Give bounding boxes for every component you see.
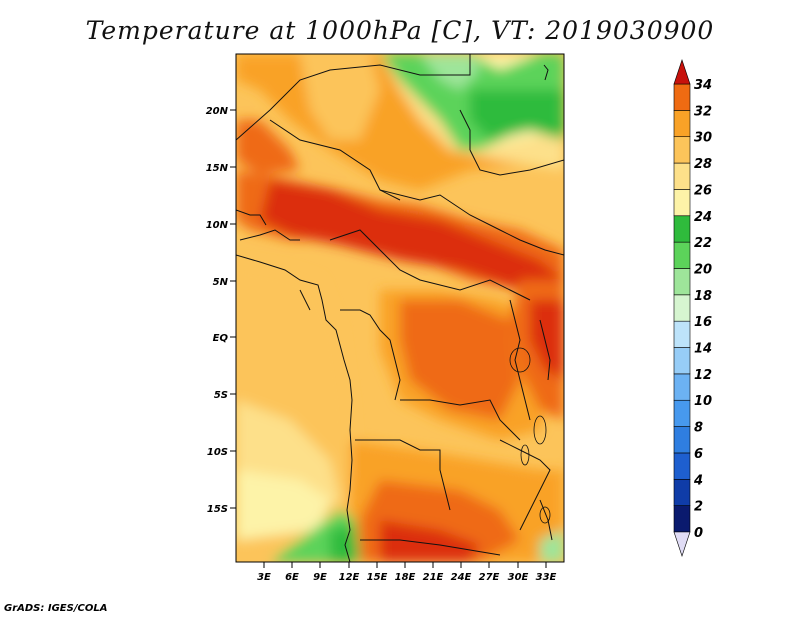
colorbar-label: 14: [694, 342, 712, 357]
colorbar-box: [673, 399, 691, 427]
colorbar-max-arrow: [673, 59, 691, 85]
colorbar-label: 18: [694, 289, 712, 304]
map-frame: [235, 53, 565, 563]
lon-label: 9E: [313, 572, 327, 583]
lon-label: 27E: [479, 572, 500, 583]
colorbar-min-arrow: [673, 531, 691, 557]
colorbar-label: 0: [694, 526, 703, 541]
colorbar-box: [673, 215, 691, 243]
colorbar-box: [673, 110, 691, 138]
lon-label: 15E: [367, 572, 388, 583]
colorbar-label: 26: [694, 183, 712, 198]
colorbar-box: [673, 426, 691, 454]
colorbar-label: 8: [694, 421, 703, 436]
colorbar-box: [673, 268, 691, 296]
colorbar-label: 34: [694, 78, 712, 93]
colorbar-box: [673, 505, 691, 533]
colorbar-box: [673, 320, 691, 348]
colorbar-label: 30: [694, 131, 712, 146]
colorbar-label: 12: [694, 368, 712, 383]
lat-label: 5N: [213, 277, 229, 288]
colorbar-box: [673, 373, 691, 401]
temperature-field: [236, 54, 564, 562]
colorbar-label: 28: [694, 157, 712, 172]
map-title: Temperature at 1000hPa [C], VT: 20190309…: [85, 16, 715, 45]
colorbar-box: [673, 347, 691, 375]
lat-label: 5S: [214, 390, 228, 401]
longitude-axis: [263, 562, 547, 568]
colorbar-box: [673, 452, 691, 480]
colorbar-label: 4: [693, 473, 703, 488]
credit-label: GrADS: IGES/COLA: [4, 603, 108, 614]
lat-label: 20N: [206, 106, 229, 117]
colorbar-label: 32: [694, 104, 712, 119]
colorbar-box: [673, 136, 691, 164]
colorbar-box: [673, 189, 691, 217]
colorbar-label: 20: [694, 262, 712, 277]
latitude-axis: [230, 109, 236, 509]
colorbar-label: 10: [694, 394, 712, 409]
lon-label: 30E: [508, 572, 529, 583]
lon-label: 18E: [395, 572, 416, 583]
colorbar-box: [673, 294, 691, 322]
longitude-labels: 3E 6E 9E 12E 15E 18E 21E 24E 27E 30E 33E: [257, 572, 556, 583]
lat-label: 15N: [206, 163, 229, 174]
colorbar-box: [673, 478, 691, 506]
lat-label: EQ: [213, 333, 229, 344]
lon-label: 21E: [423, 572, 444, 583]
colorbar-box: [673, 162, 691, 190]
lat-label: 10N: [206, 220, 229, 231]
lon-label: 33E: [536, 572, 557, 583]
colorbar-box: [673, 83, 691, 111]
colorbar-label: 16: [694, 315, 712, 330]
lon-label: 3E: [257, 572, 271, 583]
colorbar-label: 2: [694, 500, 703, 515]
colorbar-label: 6: [694, 447, 703, 462]
colorbar-box: [673, 241, 691, 269]
colorbar-label: 22: [694, 236, 712, 251]
lat-label: 10S: [207, 447, 228, 458]
lon-label: 24E: [451, 572, 472, 583]
lat-label: 15S: [207, 504, 228, 515]
lon-label: 6E: [285, 572, 299, 583]
latitude-labels: 20N 15N 10N 5N EQ 5S 10S 15S: [206, 106, 229, 515]
lon-label: 12E: [339, 572, 360, 583]
colorbar-label: 24: [694, 210, 712, 225]
